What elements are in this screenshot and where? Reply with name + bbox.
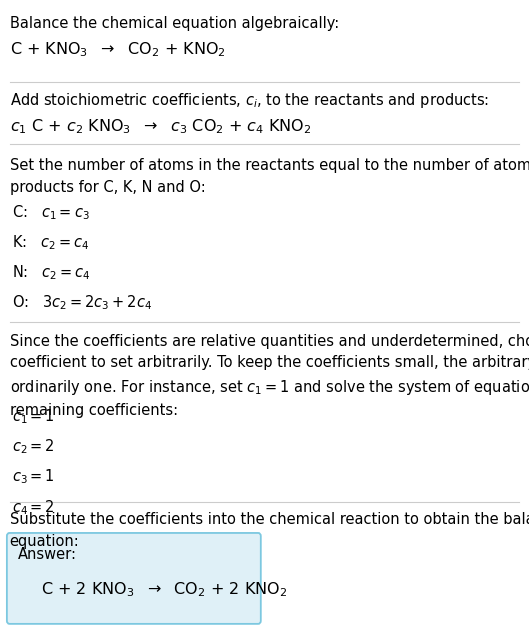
Text: Since the coefficients are relative quantities and underdetermined, choose a
coe: Since the coefficients are relative quan… xyxy=(10,334,529,418)
Text: $c_1$ C + $c_2$ KNO$_3$  $\rightarrow$  $c_3$ CO$_2$ + $c_4$ KNO$_2$: $c_1$ C + $c_2$ KNO$_3$ $\rightarrow$ $c… xyxy=(10,117,311,136)
Text: C + 2 KNO$_3$  $\rightarrow$  CO$_2$ + 2 KNO$_2$: C + 2 KNO$_3$ $\rightarrow$ CO$_2$ + 2 K… xyxy=(41,580,288,599)
Text: Balance the chemical equation algebraically:: Balance the chemical equation algebraica… xyxy=(10,16,339,31)
Text: N:   $c_2 = c_4$: N: $c_2 = c_4$ xyxy=(12,263,91,282)
Text: $c_3 = 1$: $c_3 = 1$ xyxy=(12,468,55,487)
Text: $c_1 = 1$: $c_1 = 1$ xyxy=(12,408,55,426)
Text: O:   $3 c_2 = 2 c_3 + 2 c_4$: O: $3 c_2 = 2 c_3 + 2 c_4$ xyxy=(12,293,152,312)
Text: Substitute the coefficients into the chemical reaction to obtain the balanced
eq: Substitute the coefficients into the che… xyxy=(10,512,529,549)
Text: C + KNO$_3$  $\rightarrow$  CO$_2$ + KNO$_2$: C + KNO$_3$ $\rightarrow$ CO$_2$ + KNO$_… xyxy=(10,41,225,60)
Text: Answer:: Answer: xyxy=(17,547,77,562)
Text: $c_4 = 2$: $c_4 = 2$ xyxy=(12,498,55,517)
Text: $c_2 = 2$: $c_2 = 2$ xyxy=(12,438,55,456)
Text: Set the number of atoms in the reactants equal to the number of atoms in the
pro: Set the number of atoms in the reactants… xyxy=(10,158,529,195)
Text: K:   $c_2 = c_4$: K: $c_2 = c_4$ xyxy=(12,233,89,252)
Text: C:   $c_1 = c_3$: C: $c_1 = c_3$ xyxy=(12,203,90,222)
FancyBboxPatch shape xyxy=(7,533,261,624)
Text: Add stoichiometric coefficients, $c_i$, to the reactants and products:: Add stoichiometric coefficients, $c_i$, … xyxy=(10,91,489,110)
